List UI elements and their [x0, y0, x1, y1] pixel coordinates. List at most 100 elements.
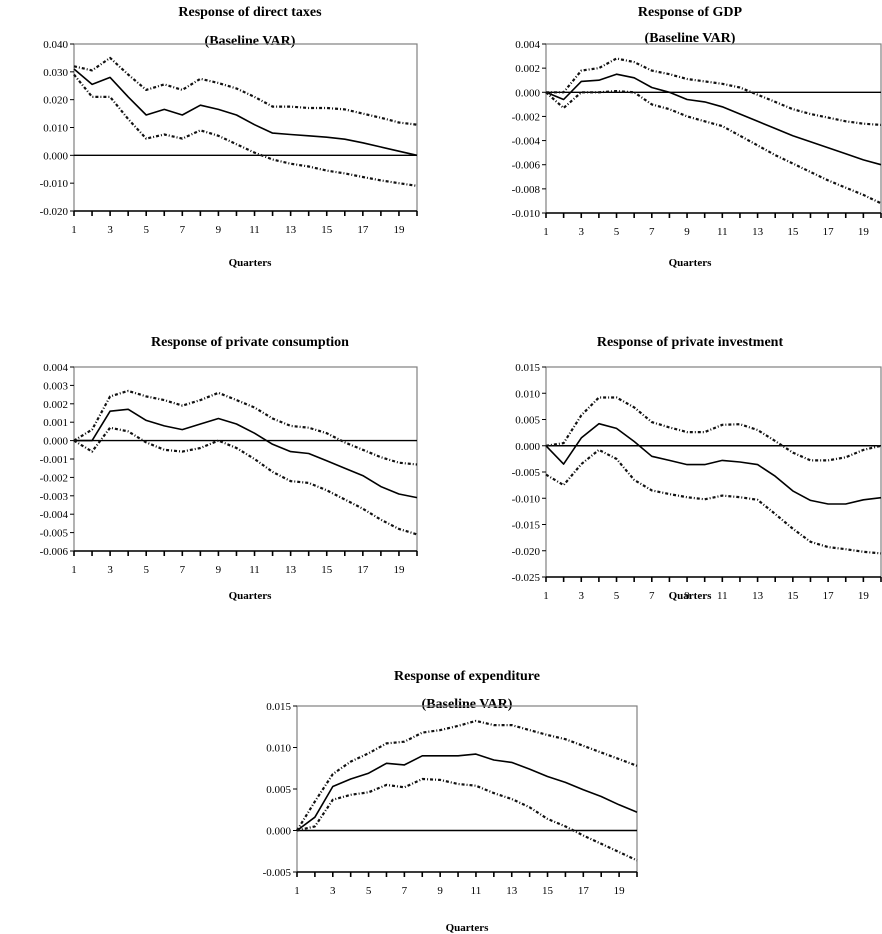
- x-tick-label: 9: [684, 226, 690, 238]
- x-tick-label: 5: [143, 564, 149, 576]
- y-tick-label: -0.002: [512, 111, 540, 123]
- y-tick-label: -0.001: [40, 454, 68, 466]
- y-tick-label: -0.003: [40, 491, 69, 503]
- chart-subtitle: (Baseline VAR): [645, 31, 736, 46]
- series-response-line: [296, 753, 638, 832]
- x-tick-label: 3: [107, 564, 113, 576]
- x-tick-label: 3: [330, 885, 336, 897]
- x-axis-label: Quarters: [669, 590, 712, 602]
- chart-title: Response of direct taxes: [178, 5, 322, 20]
- x-tick-label: 7: [649, 226, 655, 238]
- chart-title: Response of expenditure: [394, 669, 540, 684]
- plot-frame: [73, 43, 418, 212]
- series-response-line: [545, 73, 882, 166]
- x-tick-label: 13: [506, 885, 518, 897]
- x-tick-label: 1: [543, 590, 549, 602]
- x-tick-label: 17: [357, 224, 369, 236]
- series-lower-line: [73, 73, 418, 187]
- x-tick-label: 19: [393, 564, 405, 576]
- chart-subtitle: (Baseline VAR): [205, 34, 296, 49]
- y-tick-label: -0.008: [512, 184, 541, 196]
- y-tick-label: 0.005: [266, 784, 291, 796]
- x-tick-label: 17: [823, 226, 835, 238]
- x-tick-label: 17: [578, 885, 590, 897]
- x-axis-label: Quarters: [229, 590, 272, 602]
- x-tick-label: 17: [357, 564, 369, 576]
- y-tick-label: 0.004: [43, 362, 68, 374]
- y-tick-label: 0.010: [515, 388, 540, 400]
- series-response-line: [545, 422, 882, 505]
- x-tick-label: 19: [614, 885, 626, 897]
- x-tick-label: 9: [216, 564, 222, 576]
- y-tick-label: 0.000: [43, 150, 68, 162]
- x-tick-label: 15: [542, 885, 554, 897]
- x-tick-label: 7: [402, 885, 408, 897]
- series-upper-line: [546, 57, 882, 126]
- x-tick-label: 5: [614, 226, 620, 238]
- y-tick-label: -0.020: [40, 206, 69, 218]
- x-tick-label: 3: [107, 224, 113, 236]
- y-tick-label: -0.004: [512, 136, 541, 148]
- y-tick-label: -0.005: [512, 467, 541, 479]
- x-tick-label: 3: [579, 590, 585, 602]
- y-tick-label: -0.010: [40, 178, 69, 190]
- y-tick-label: 0.000: [43, 436, 68, 448]
- chart-3: Response of private consumption -0.006 -0.…: [40, 335, 418, 602]
- y-tick-label: -0.010: [512, 493, 541, 505]
- series-response-line: [73, 68, 418, 157]
- x-tick-label: 9: [684, 590, 690, 602]
- chart-title: Response of private consumption: [151, 335, 349, 350]
- series-upper-line: [545, 396, 882, 462]
- y-tick-label: 0.020: [43, 95, 68, 107]
- y-tick-label: 0.002: [43, 399, 68, 411]
- x-tick-label: 1: [71, 564, 77, 576]
- x-tick-label: 5: [143, 224, 149, 236]
- y-tick-label: -0.002: [40, 472, 68, 484]
- series-lower-line: [296, 777, 638, 862]
- y-tick-label: -0.015: [512, 520, 541, 532]
- x-tick-label: 11: [249, 224, 260, 236]
- y-tick-label: 0.000: [515, 87, 540, 99]
- series-lower-line: [73, 426, 418, 536]
- series-upper-line: [73, 389, 418, 466]
- plot-frame: [73, 366, 418, 552]
- x-tick-label: 13: [752, 226, 764, 238]
- chart-4: Response of private investment -0.025 -0.0…: [512, 335, 882, 602]
- y-tick-label: 0.005: [515, 415, 540, 427]
- chart-2: Response of GDP (Baseline VAR) -0.010 -0.00…: [512, 5, 882, 269]
- x-tick-label: 15: [321, 224, 333, 236]
- y-tick-label: -0.010: [512, 208, 541, 220]
- x-tick-label: 9: [216, 224, 222, 236]
- series-upper-line: [73, 56, 418, 126]
- y-tick-label: -0.004: [40, 509, 69, 521]
- y-tick-label: 0.001: [43, 417, 68, 429]
- plot-frame: [296, 705, 638, 873]
- x-tick-label: 11: [249, 564, 260, 576]
- x-tick-label: 9: [437, 885, 443, 897]
- y-tick-label: 0.002: [515, 63, 540, 75]
- y-tick-label: -0.006: [512, 160, 541, 172]
- y-tick-label: -0.005: [263, 867, 292, 879]
- y-tick-label: 0.040: [43, 39, 68, 51]
- x-tick-label: 5: [614, 590, 620, 602]
- chart-title: Response of private investment: [597, 335, 784, 350]
- y-tick-label: 0.004: [515, 39, 540, 51]
- x-tick-label: 11: [471, 885, 482, 897]
- x-tick-label: 13: [285, 224, 297, 236]
- y-tick-label: 0.000: [515, 441, 540, 453]
- series-upper-line: [296, 719, 638, 832]
- chart-1: Response of direct taxes (Baseline VAR) -0…: [40, 5, 418, 269]
- x-axis-label: Quarters: [229, 257, 272, 269]
- series-lower-line: [545, 89, 882, 205]
- y-tick-label: 0.000: [266, 826, 291, 838]
- y-tick-label: 0.003: [43, 380, 68, 392]
- x-tick-label: 15: [787, 590, 799, 602]
- x-tick-label: 5: [366, 885, 372, 897]
- y-tick-label: -0.006: [40, 546, 69, 558]
- x-tick-label: 17: [823, 590, 835, 602]
- chart-title: Response of GDP: [638, 5, 743, 20]
- series-lower-line: [545, 448, 882, 555]
- x-tick-label: 1: [71, 224, 77, 236]
- x-tick-label: 7: [180, 564, 186, 576]
- x-tick-label: 15: [321, 564, 333, 576]
